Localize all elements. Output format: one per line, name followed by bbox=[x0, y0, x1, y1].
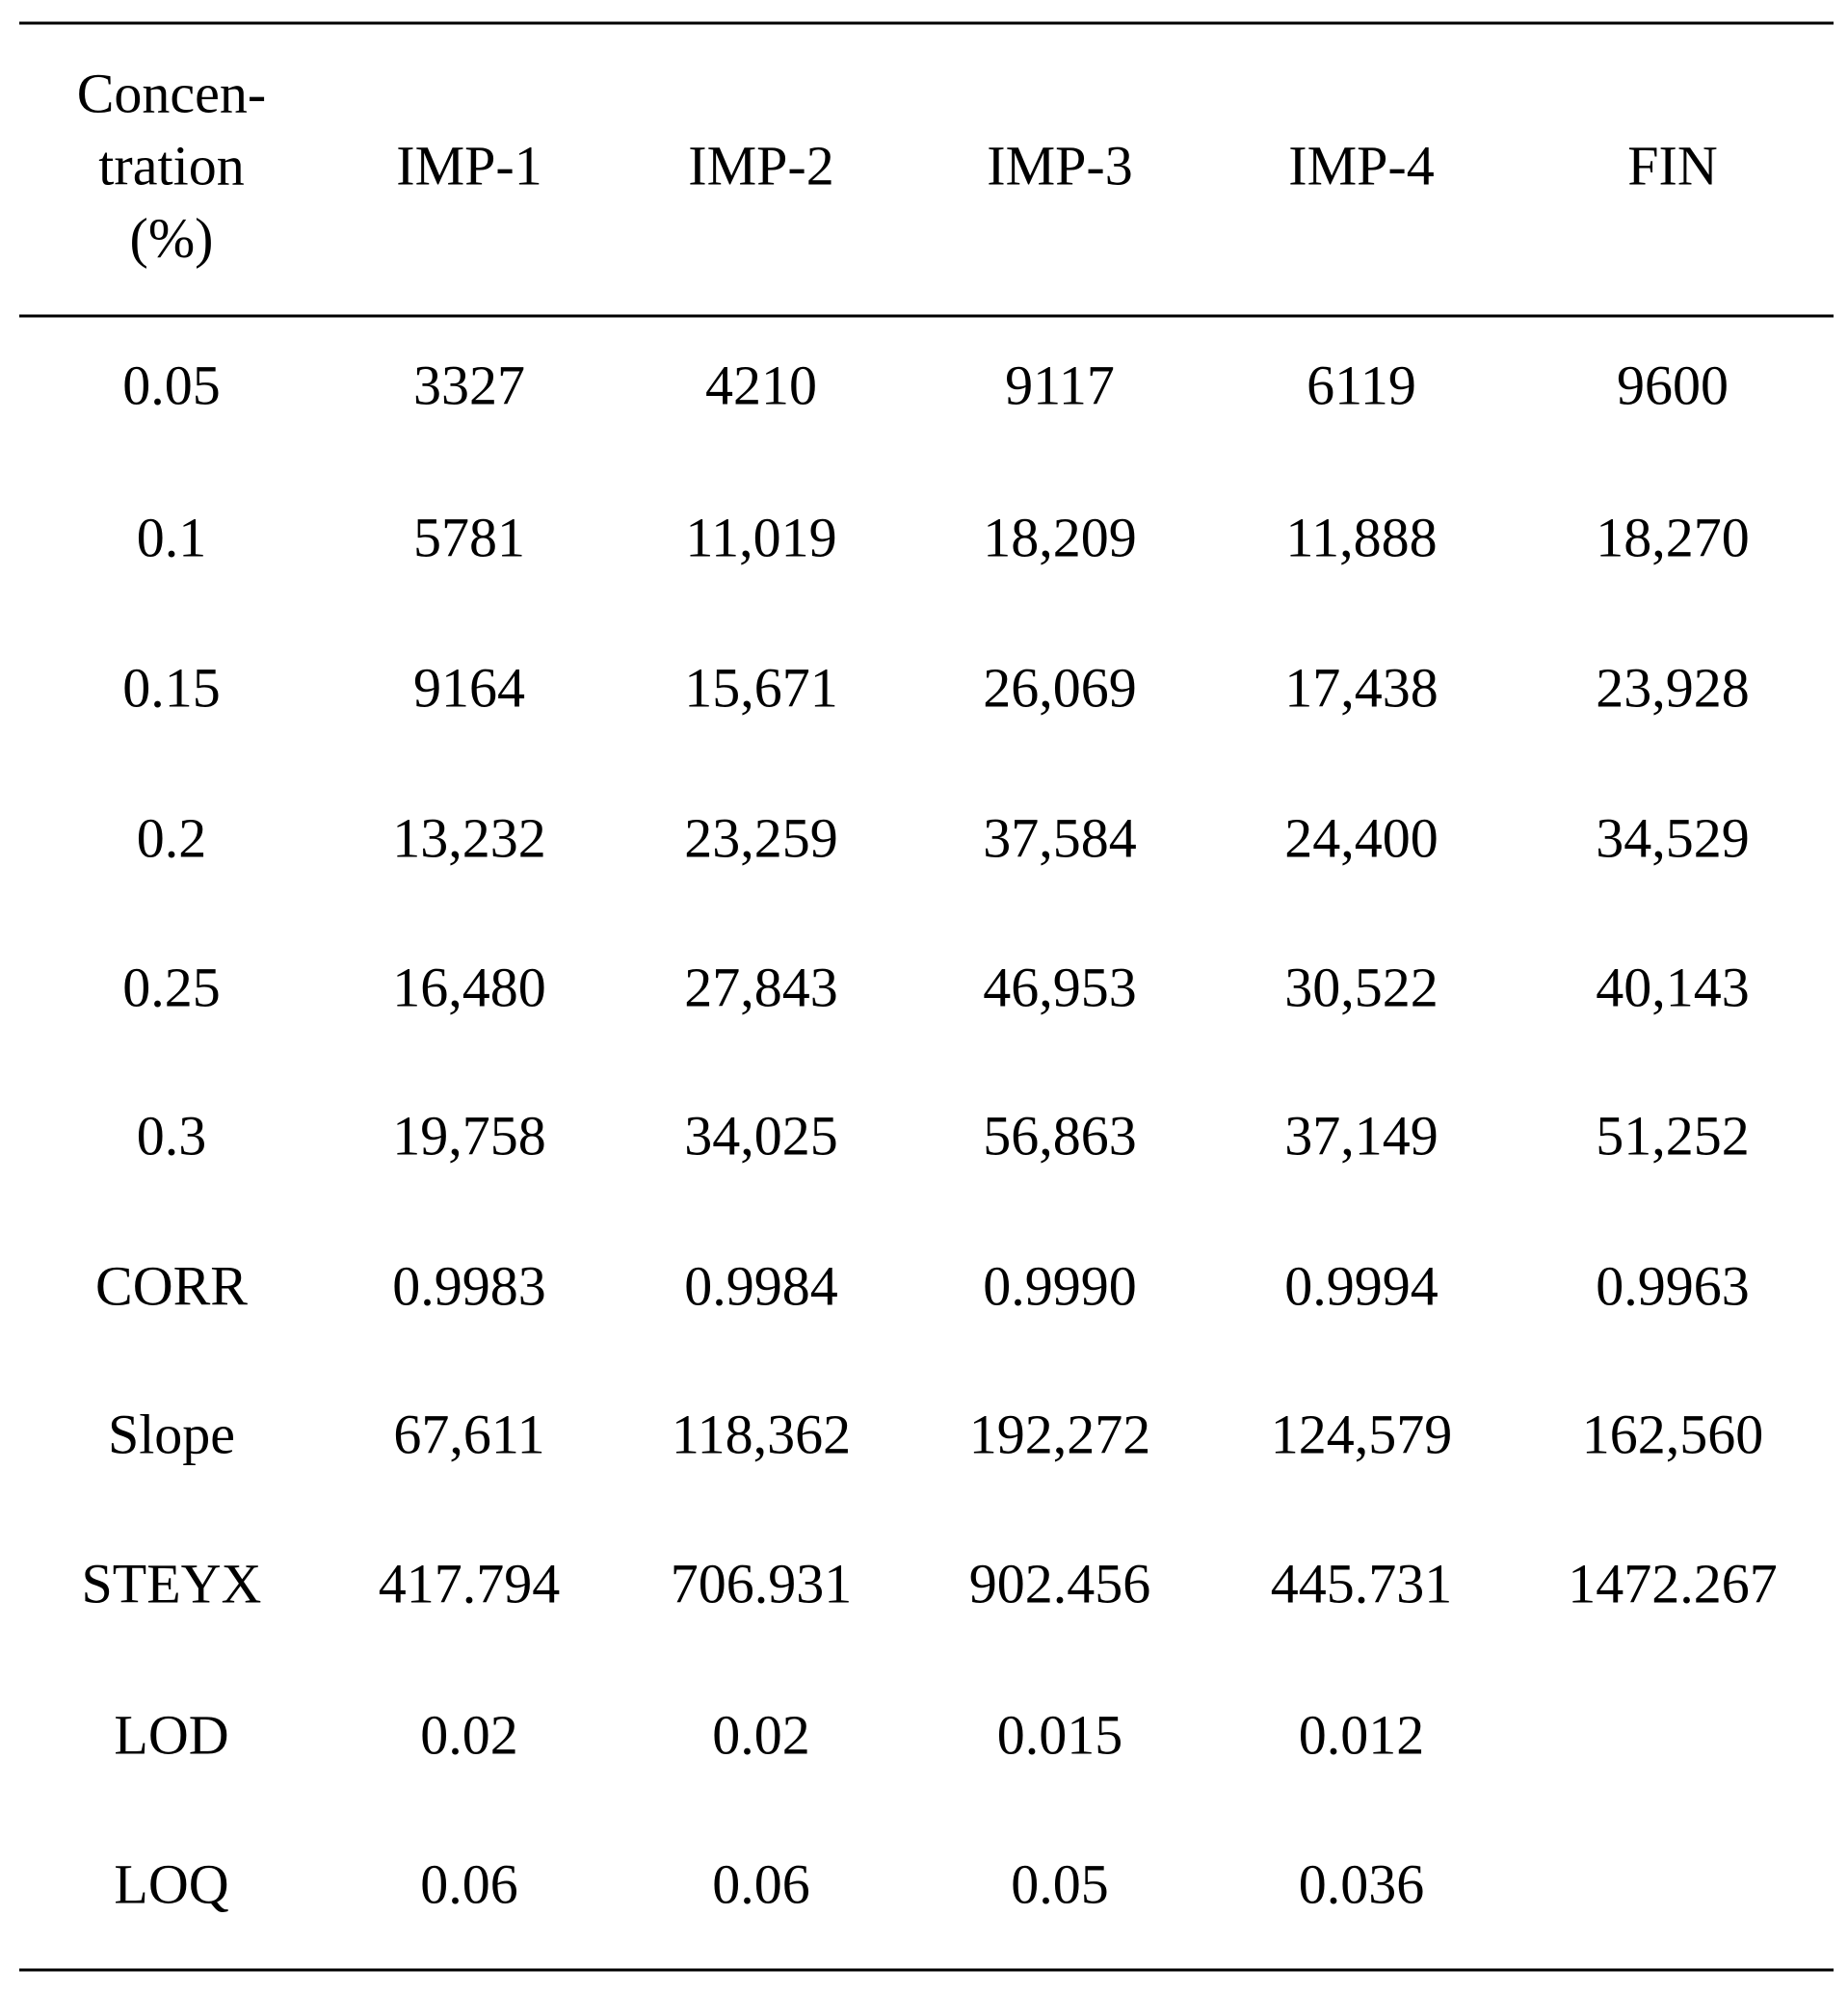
cell: 11,019 bbox=[685, 506, 836, 568]
cell: 67,611 bbox=[393, 1403, 544, 1465]
header-cell: IMP-4 bbox=[1288, 134, 1434, 197]
header-cell: Concen- bbox=[77, 62, 267, 124]
cell: 1472.267 bbox=[1568, 1552, 1778, 1614]
cell: 0.9983 bbox=[392, 1254, 546, 1317]
row-label: LOQ bbox=[114, 1852, 228, 1915]
header-cell: IMP-1 bbox=[396, 134, 541, 197]
cell: 27,843 bbox=[684, 956, 838, 1018]
header-cell: IMP-3 bbox=[987, 134, 1132, 197]
cell: 23,259 bbox=[684, 806, 838, 869]
cell: 0.036 bbox=[1299, 1852, 1425, 1915]
cell: 0.9994 bbox=[1284, 1254, 1439, 1317]
cell: 0.9963 bbox=[1596, 1254, 1750, 1317]
cell: 417.794 bbox=[379, 1552, 561, 1614]
header-cell: (%) bbox=[130, 206, 214, 269]
cell: 37,149 bbox=[1284, 1104, 1439, 1167]
cell: 0.012 bbox=[1299, 1703, 1425, 1766]
cell: 16,480 bbox=[392, 956, 546, 1018]
cell: 19,758 bbox=[392, 1104, 546, 1167]
row-label: 0.3 bbox=[137, 1104, 207, 1167]
cell: 18,209 bbox=[983, 506, 1137, 568]
row-label: Slope bbox=[108, 1403, 235, 1465]
cell: 26,069 bbox=[983, 656, 1137, 719]
cell: 0.02 bbox=[712, 1703, 810, 1766]
cell: 9600 bbox=[1617, 354, 1729, 416]
cell: 15,671 bbox=[684, 656, 838, 719]
cell: 13,232 bbox=[392, 806, 546, 869]
cell: 56,863 bbox=[983, 1104, 1137, 1167]
row-label: STEYX bbox=[82, 1552, 262, 1614]
cell: 445.731 bbox=[1271, 1552, 1453, 1614]
cell: 0.015 bbox=[997, 1703, 1123, 1766]
cell: 9117 bbox=[1005, 354, 1115, 416]
cell: 24,400 bbox=[1284, 806, 1439, 869]
cell: 162,560 bbox=[1582, 1403, 1764, 1465]
cell: 4210 bbox=[705, 354, 817, 416]
row-label: 0.05 bbox=[122, 354, 221, 416]
cell: 23,928 bbox=[1596, 656, 1750, 719]
cell: 5781 bbox=[413, 506, 525, 568]
cell: 706.931 bbox=[671, 1552, 853, 1614]
row-label: CORR bbox=[95, 1254, 248, 1317]
cell: 0.06 bbox=[420, 1852, 518, 1915]
row-label: LOD bbox=[114, 1703, 228, 1766]
cell: 17,438 bbox=[1284, 656, 1439, 719]
cell: 0.02 bbox=[420, 1703, 518, 1766]
cell: 37,584 bbox=[983, 806, 1137, 869]
row-label: 0.1 bbox=[137, 506, 207, 568]
cell: 118,362 bbox=[672, 1403, 851, 1465]
cell: 192,272 bbox=[969, 1403, 1151, 1465]
cell: 40,143 bbox=[1596, 956, 1750, 1018]
cell: 30,522 bbox=[1284, 956, 1439, 1018]
cell: 18,270 bbox=[1596, 506, 1750, 568]
header-cell: tration bbox=[98, 134, 244, 197]
cell: 6119 bbox=[1307, 354, 1416, 416]
row-label: 0.2 bbox=[137, 806, 207, 869]
cell: 0.05 bbox=[1011, 1852, 1109, 1915]
cell: 34,529 bbox=[1596, 806, 1750, 869]
cell: 3327 bbox=[413, 354, 525, 416]
header-cell: IMP-2 bbox=[688, 134, 833, 197]
cell: 11,888 bbox=[1285, 506, 1437, 568]
cell: 9164 bbox=[413, 656, 525, 719]
cell: 46,953 bbox=[983, 956, 1137, 1018]
cell: 902.456 bbox=[969, 1552, 1151, 1614]
row-label: 0.25 bbox=[122, 956, 221, 1018]
cell: 34,025 bbox=[684, 1104, 838, 1167]
cell: 0.9990 bbox=[983, 1254, 1137, 1317]
cell: 0.06 bbox=[712, 1852, 810, 1915]
row-label: 0.15 bbox=[122, 656, 221, 719]
cell: 124,579 bbox=[1271, 1403, 1453, 1465]
cell: 51,252 bbox=[1596, 1104, 1750, 1167]
header-cell: FIN bbox=[1627, 134, 1717, 197]
cell: 0.9984 bbox=[684, 1254, 838, 1317]
